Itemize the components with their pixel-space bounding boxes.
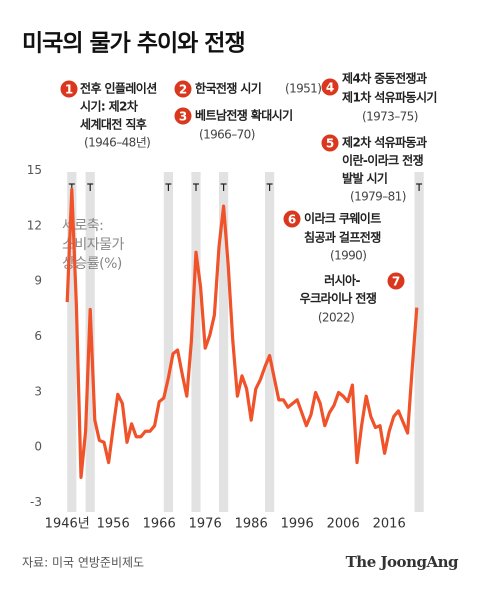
annotation-text: 이란-이라크 전쟁 bbox=[342, 153, 424, 168]
annotation-number: 3 bbox=[179, 110, 187, 124]
source: 자료: 미국 연방준비제도 bbox=[22, 556, 144, 570]
x-tick-label: 2016 bbox=[373, 517, 406, 532]
y-axis-label: 소비자물가 bbox=[62, 237, 125, 253]
annotation-number: 4 bbox=[326, 81, 334, 95]
y-axis-label: 상승률(%) bbox=[62, 256, 122, 272]
annotation-text: 베트남전쟁 확대시기 bbox=[195, 108, 293, 123]
x-tick-label: 2006 bbox=[327, 517, 360, 532]
annotation-text: 세계대전 직후 bbox=[80, 117, 147, 132]
annotation-text: 전후 인플레이션 bbox=[80, 81, 157, 96]
y-tick-label: 9 bbox=[34, 274, 42, 288]
x-tick-label: 1966 bbox=[143, 517, 176, 532]
annotation-number: 1 bbox=[65, 83, 73, 97]
y-tick-label: 3 bbox=[34, 384, 42, 398]
chart-title: 미국의 물가 추이와 전쟁 bbox=[22, 31, 245, 57]
annotation-badge bbox=[174, 107, 192, 125]
annotation-badge bbox=[321, 134, 339, 152]
annotation-text: 러시아- bbox=[324, 273, 360, 288]
annotation-text: 이라크 쿠웨이트 bbox=[304, 211, 381, 226]
x-tick-label: 1946년 bbox=[45, 517, 90, 532]
x-tick-label: 1986 bbox=[235, 517, 268, 532]
y-tick-label: 15 bbox=[27, 163, 42, 177]
annotation-badge bbox=[60, 80, 78, 98]
annotation-text: 우크라이나 전쟁 bbox=[300, 291, 377, 306]
annotation-text: (1973–75) bbox=[362, 110, 418, 124]
war-period bbox=[414, 172, 424, 512]
annotation-badge bbox=[174, 80, 192, 98]
annotation-text: 발발 시기 bbox=[342, 171, 387, 186]
annotation-text: 시기: 제2차 bbox=[80, 99, 138, 114]
brand: The JoongAng bbox=[346, 553, 459, 571]
annotation-number: 6 bbox=[288, 213, 296, 227]
y-axis-label: 세로축: bbox=[62, 218, 103, 234]
annotation-text: (1979–81) bbox=[350, 190, 406, 204]
war-period bbox=[67, 172, 77, 512]
annotation-text: (2022) bbox=[318, 311, 354, 325]
annotation-number: 7 bbox=[392, 275, 400, 289]
annotation-text: 한국전쟁 시기 bbox=[195, 81, 261, 96]
war-period bbox=[163, 172, 173, 512]
y-tick-label: 6 bbox=[34, 329, 42, 343]
annotation-badge bbox=[387, 272, 405, 290]
annotation-badge bbox=[283, 210, 301, 228]
x-tick-label: 1996 bbox=[281, 517, 314, 532]
annotation-text: (1946–48년) bbox=[84, 136, 150, 150]
y-tick-label: 12 bbox=[27, 218, 42, 232]
war-period bbox=[265, 172, 275, 512]
annotation-text: 제4차 중동전쟁과 bbox=[342, 71, 427, 86]
x-tick-label: 1976 bbox=[189, 517, 222, 532]
annotation-text: 제2차 석유파동과 bbox=[342, 135, 427, 150]
x-tick-label: 1956 bbox=[97, 517, 130, 532]
y-tick-label: 0 bbox=[34, 440, 42, 454]
annotation-text: (1990) bbox=[330, 249, 366, 263]
y-tick-label: -3 bbox=[30, 495, 42, 509]
annotation-text: 제1차 석유파동시기 bbox=[342, 90, 437, 105]
data-line bbox=[65, 187, 419, 479]
war-period bbox=[219, 172, 229, 512]
annotation-badge bbox=[321, 78, 339, 96]
annotation-text: (1966–70) bbox=[199, 128, 255, 142]
war-period bbox=[191, 172, 201, 512]
annotation-text: 침공과 걸프전쟁 bbox=[304, 230, 381, 245]
annotation-text: (1951) bbox=[285, 82, 321, 96]
annotation-number: 2 bbox=[179, 83, 187, 97]
annotation-number: 5 bbox=[326, 137, 334, 151]
